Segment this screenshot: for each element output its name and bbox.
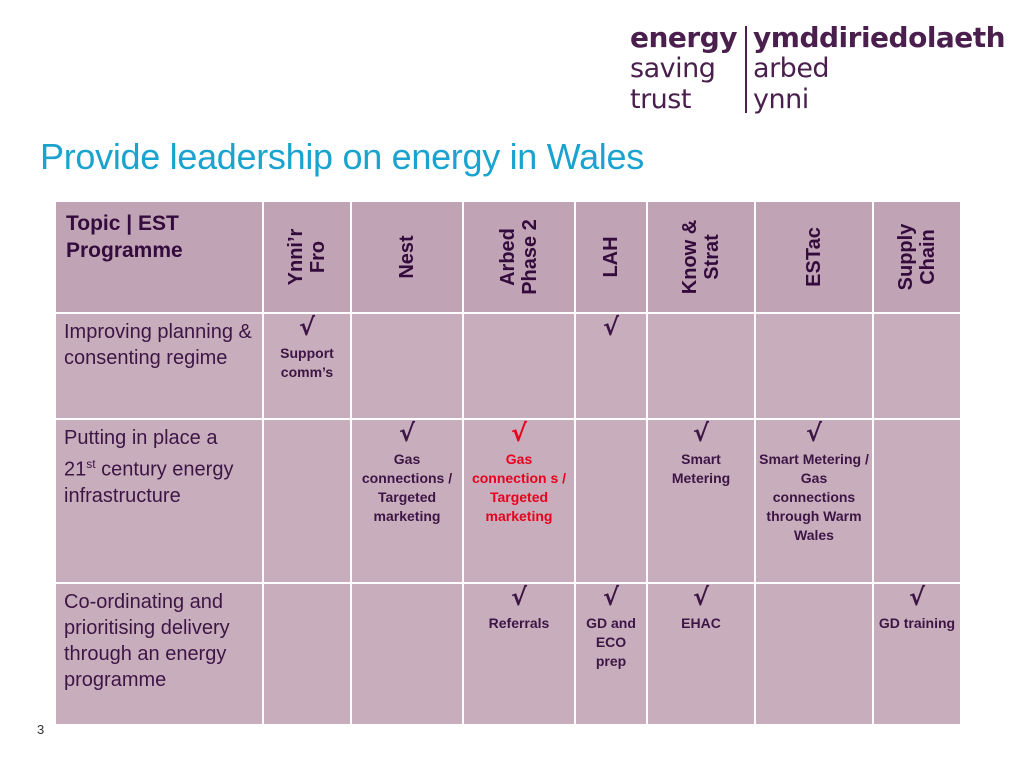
row-label-cell: Improving planning & consenting regime [54,312,264,420]
logo-word: arbed [753,53,830,84]
cell-note: Gas connections / Targeted marketing [361,451,453,524]
est-logo: energy saving trust ymddiriedolaeth arbe… [630,21,1006,115]
table-cell [872,312,962,420]
slide-title: Provide leadership on energy in Wales [40,136,644,177]
column-header: Arbed Phase 2 [462,200,576,314]
check-mark: √ [602,583,619,611]
check-mark: √ [602,313,619,341]
column-header-label: Nest [396,235,418,279]
check-mark: √ [908,583,925,611]
header-row: Topic | EST Programme Ynni’r Fro Nest Ar… [54,200,962,314]
logo-english: energy saving trust [630,21,738,115]
column-header: Supply Chain [872,200,962,314]
table-cell: √ Referrals [462,582,576,726]
table-row: Co-ordinating and prioritising delivery … [54,582,962,726]
table-cell: √ GD training [872,582,962,726]
table-cell [646,312,756,420]
row-label: Co-ordinating and prioritising delivery … [64,591,230,691]
check-mark: √ [398,419,415,447]
cell-note: Smart Metering / Gas connections through… [759,451,869,543]
table-cell [350,312,464,420]
column-header: Nest [350,200,464,314]
cell-note: GD training [878,615,956,631]
table-cell [462,312,576,420]
page-number: 3 [37,722,45,737]
column-header-label: Arbed Phase 2 [497,219,541,295]
cell-note: GD and ECO prep [586,615,636,669]
cell-note: Support comm’s [280,345,334,380]
column-header-label: Ynni’r Fro [285,228,329,286]
column-header: LAH [574,200,648,314]
row-label-cell: Putting in place a 21st century energy i… [54,418,264,584]
table-cell [872,418,962,584]
table-cell: √ EHAC [646,582,756,726]
corner-header: Topic | EST Programme [54,200,264,314]
table-cell: √ GD and ECO prep [574,582,648,726]
column-header-label: Supply Chain [895,223,939,291]
corner-header-label: Topic | EST Programme [66,212,183,262]
table-cell: √ Smart Metering [646,418,756,584]
logo-divider [745,26,748,113]
row-label: Improving planning & consenting regime [64,321,252,369]
column-header-label: LAH [600,236,622,278]
programme-table: Topic | EST Programme Ynni’r Fro Nest Ar… [54,200,962,726]
row-label: Putting in place a 21st century energy i… [64,427,234,507]
cell-note: Referrals [488,615,550,631]
logo-word: trust [630,84,691,115]
check-mark: √ [298,313,315,341]
check-mark: √ [692,583,709,611]
logo-word: ymddiriedolaeth [753,21,1006,54]
logo-welsh: ymddiriedolaeth arbed ynni [753,21,1006,115]
column-header-label: ESTac [803,227,825,287]
logo-word: ynni [753,84,809,115]
table-cell [574,418,648,584]
table-cell: √ Support comm’s [262,312,352,420]
row-label-cell: Co-ordinating and prioritising delivery … [54,582,264,726]
table-cell: √ [574,312,648,420]
logo-word: energy [630,21,738,54]
column-header-label: Know & Strat [679,219,723,295]
table-cell: √ Smart Metering / Gas connections throug… [754,418,874,584]
check-mark: √ [805,419,822,447]
table-row: Putting in place a 21st century energy i… [54,418,962,584]
column-header: ESTac [754,200,874,314]
check-mark: √ [510,419,527,447]
cell-note: Gas connection s / Targeted marketing [471,451,567,524]
table-cell: √ Gas connections / Targeted marketing [350,418,464,584]
table-cell [262,418,352,584]
cell-note: Smart Metering [671,451,731,486]
table-cell [754,312,874,420]
check-mark: √ [510,583,527,611]
logo-word: saving [630,53,716,84]
cell-note: EHAC [681,615,721,631]
table-row: Improving planning & consenting regime √… [54,312,962,420]
table-cell [350,582,464,726]
table-cell [754,582,874,726]
column-header: Ynni’r Fro [262,200,352,314]
column-header: Know & Strat [646,200,756,314]
table-cell-highlighted: √ Gas connection s / Targeted marketing [462,418,576,584]
check-mark: √ [692,419,709,447]
table-cell [262,582,352,726]
